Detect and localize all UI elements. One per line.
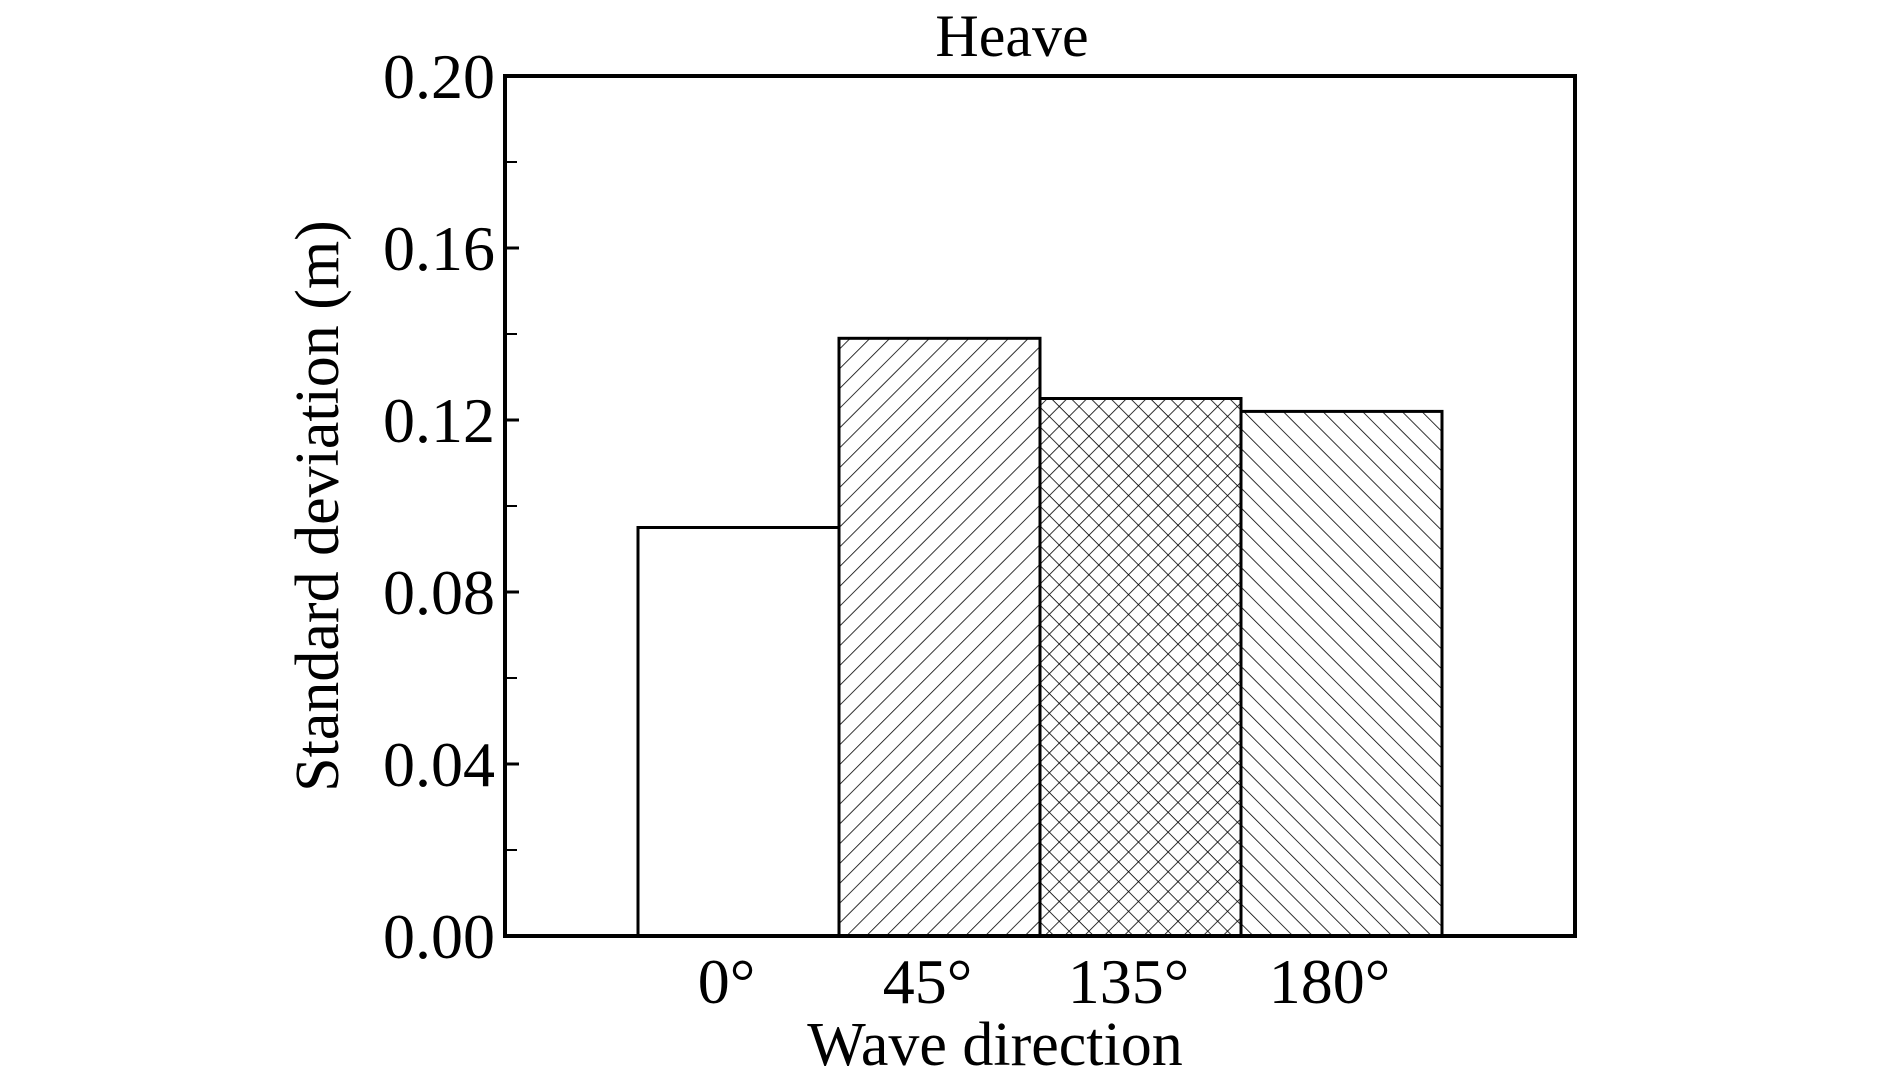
y-tick-label: 0.00 — [383, 901, 495, 972]
y-tick-label: 0.20 — [383, 41, 495, 112]
chart-title: Heave — [935, 3, 1088, 69]
y-axis-label: Standard deviation (m) — [284, 220, 352, 792]
x-tick-label: 0° — [698, 946, 756, 1017]
bar-0deg-fill — [638, 527, 839, 936]
x-tick-label: 135° — [1068, 946, 1190, 1017]
x-axis-label: Wave direction — [807, 1011, 1182, 1079]
bars-group — [636, 336, 1444, 938]
bar-45deg — [837, 336, 1042, 938]
y-tick-label: 0.08 — [383, 557, 495, 628]
x-axis: 0° 45° 135° 180° — [698, 946, 1391, 1017]
y-axis: 0.00 0.04 0.08 0.12 0.16 0.20 — [383, 41, 519, 972]
y-tick-label: 0.04 — [383, 729, 495, 800]
y-tick-label: 0.16 — [383, 213, 495, 284]
x-tick-label: 45° — [883, 946, 973, 1017]
bar-180deg — [1239, 409, 1444, 938]
bar-135deg — [1038, 397, 1243, 938]
x-tick-label: 180° — [1269, 946, 1391, 1017]
y-tick-label: 0.12 — [383, 385, 495, 456]
